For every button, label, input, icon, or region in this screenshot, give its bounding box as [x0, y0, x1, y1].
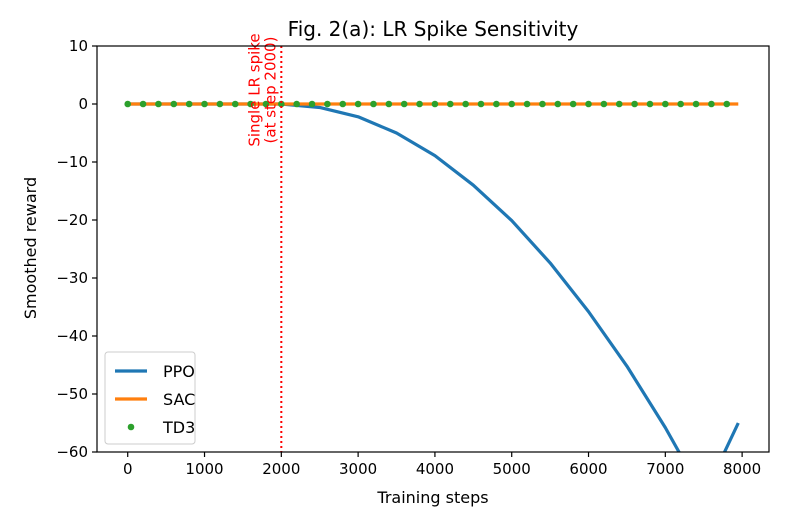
legend-box — [104, 351, 196, 445]
x-tick-label: 4000 — [416, 460, 454, 478]
series-point-td3 — [416, 100, 423, 108]
series-point-td3 — [155, 100, 162, 108]
legend-label-sac: SAC — [163, 390, 195, 409]
series-point-td3 — [339, 100, 347, 108]
series-point-td3 — [385, 100, 393, 108]
series-point-td3 — [600, 100, 608, 108]
series-point-td3 — [508, 100, 516, 108]
lr-spike-label-line1: Single LR spike — [245, 33, 263, 146]
y-tick-label: −10 — [56, 153, 88, 171]
series-point-td3 — [201, 100, 208, 108]
series-point-td3 — [692, 100, 700, 108]
series-point-td3 — [185, 100, 193, 108]
x-tick-label: 8000 — [723, 460, 761, 478]
series-point-td3 — [247, 100, 254, 108]
x-tick-label: 5000 — [493, 460, 531, 478]
series-point-td3 — [554, 100, 562, 108]
series-point-td3 — [354, 100, 362, 108]
series-point-td3 — [446, 100, 454, 108]
series-point-td3 — [569, 100, 577, 108]
y-tick-label: −60 — [56, 443, 88, 461]
legend-swatch-td3 — [127, 423, 135, 431]
y-tick-label: −40 — [56, 327, 88, 345]
series-point-td3 — [231, 100, 239, 108]
series-point-td3 — [431, 100, 439, 108]
series-point-td3 — [370, 100, 377, 108]
y-tick-label: −30 — [56, 269, 88, 287]
series-point-td3 — [723, 100, 731, 108]
axes-layer: 0 1000 2000 3000 4000 5000 6000 7000 8000 10 0 −10 −… — [56, 37, 770, 478]
x-tick-label: 3000 — [339, 460, 377, 478]
y-tick-label: 0 — [78, 95, 88, 113]
series-point-td3 — [139, 100, 147, 108]
series-point-td3 — [293, 100, 300, 108]
series-point-td3 — [646, 100, 654, 108]
x-tick-label: 0 — [123, 460, 133, 478]
legend: PPO SAC TD3 — [104, 351, 196, 445]
series-point-td3 — [631, 100, 638, 108]
legend-label-td3: TD3 — [162, 418, 195, 437]
series-point-td3 — [262, 100, 270, 108]
series-point-td3 — [493, 100, 500, 108]
x-tick-label: 1000 — [185, 460, 223, 478]
lr-spike-label-line2: (at step 2000) — [261, 37, 279, 144]
series-point-td3 — [462, 100, 469, 108]
series-point-td3 — [308, 100, 316, 108]
series-point-td3 — [477, 100, 485, 108]
series-point-td3 — [677, 100, 684, 108]
y-tick-label: 10 — [69, 37, 88, 55]
x-axis-title: Training steps — [376, 488, 488, 507]
legend-label-ppo: PPO — [163, 362, 195, 381]
series-point-td3 — [124, 100, 132, 108]
x-tick-label: 2000 — [262, 460, 300, 478]
annotation-layer: Single LR spike(at step 2000) — [245, 33, 283, 452]
series-point-td3 — [662, 100, 669, 108]
y-tick-label: −20 — [56, 211, 88, 229]
x-tick-label: 7000 — [646, 460, 684, 478]
series-point-td3 — [400, 100, 408, 108]
series-layer — [124, 100, 740, 452]
series-point-td3 — [278, 100, 285, 108]
series-point-td3 — [615, 100, 623, 108]
series-point-td3 — [324, 100, 331, 108]
series-point-td3 — [539, 100, 546, 108]
y-tick-label: −50 — [56, 385, 88, 403]
y-axis-title: Smoothed reward — [21, 177, 40, 319]
series-point-td3 — [585, 100, 592, 108]
series-line-ppo — [127, 102, 740, 452]
axes-frame — [96, 45, 770, 453]
series-point-td3 — [216, 100, 224, 108]
chart-title: Fig. 2(a): LR Spike Sensitivity — [288, 17, 579, 41]
series-point-td3 — [708, 100, 715, 108]
series-point-td3 — [523, 100, 531, 108]
x-tick-label: 6000 — [569, 460, 607, 478]
series-point-td3 — [170, 100, 178, 108]
